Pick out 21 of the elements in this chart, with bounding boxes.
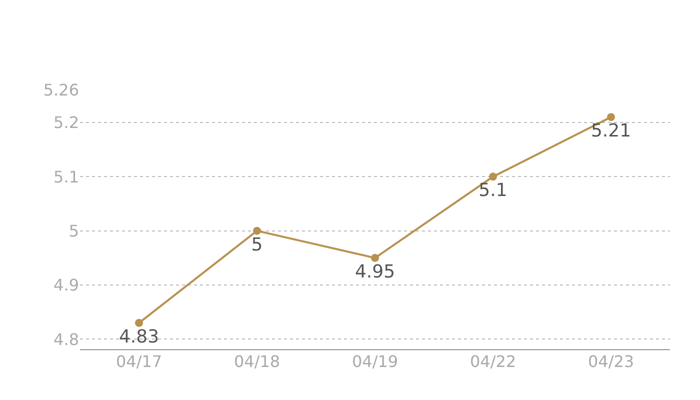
- y-tick-label: 5.1: [54, 167, 79, 186]
- point: [253, 226, 261, 235]
- y-tick-label: 5: [68, 221, 79, 240]
- x-tick-label: 04/19: [352, 352, 398, 371]
- point: [371, 254, 379, 262]
- x-tick-label: 04/22: [470, 352, 516, 371]
- data-label: 5.1: [478, 180, 508, 202]
- point: [135, 318, 143, 327]
- point: [607, 113, 615, 122]
- x-tick-label: 04/18: [234, 352, 280, 371]
- y-tick-label: 4.8: [54, 330, 79, 349]
- data-label: 5.21: [590, 120, 632, 142]
- y-tick-label: 5.26: [43, 80, 79, 100]
- data-label: 5: [251, 234, 263, 256]
- x-tick-label: 04/17: [116, 352, 162, 371]
- x-tick-label: 04/23: [588, 352, 634, 371]
- y-tick-label: 4.9: [54, 276, 79, 295]
- data-label: 4.95: [354, 261, 396, 282]
- point: [489, 172, 497, 181]
- data-label: 4.83: [118, 326, 160, 348]
- y-tick-label: 5.2: [54, 113, 79, 132]
